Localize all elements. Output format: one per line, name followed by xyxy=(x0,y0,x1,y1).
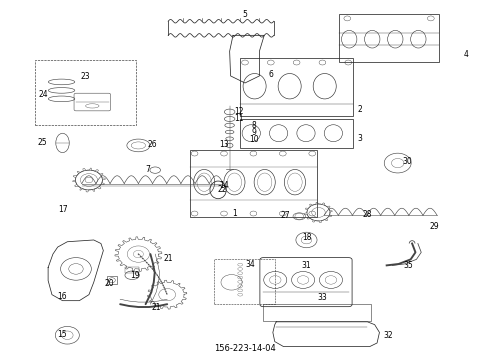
Text: 25: 25 xyxy=(38,139,47,148)
Text: 32: 32 xyxy=(383,331,393,340)
Text: 18: 18 xyxy=(303,233,312,242)
Text: 21: 21 xyxy=(164,254,173,263)
Text: 3: 3 xyxy=(358,134,363,143)
Text: 8: 8 xyxy=(251,121,256,130)
Text: 19: 19 xyxy=(130,271,139,280)
Text: 6: 6 xyxy=(269,70,274,79)
Bar xyxy=(125,267,139,273)
Text: 13: 13 xyxy=(219,140,229,149)
Text: 7: 7 xyxy=(146,165,150,174)
Text: 15: 15 xyxy=(57,330,66,339)
Text: 21: 21 xyxy=(152,303,161,312)
Bar xyxy=(214,259,275,304)
Text: 28: 28 xyxy=(363,210,372,219)
Bar xyxy=(339,14,440,62)
Text: 29: 29 xyxy=(430,222,440,231)
Text: 9: 9 xyxy=(251,128,256,137)
Bar xyxy=(263,304,371,321)
Text: 12: 12 xyxy=(235,107,244,116)
Text: 31: 31 xyxy=(302,261,311,270)
Text: 24: 24 xyxy=(39,90,48,99)
Text: 17: 17 xyxy=(59,206,68,215)
Text: 27: 27 xyxy=(280,211,290,220)
Text: 156-223-14-04: 156-223-14-04 xyxy=(214,344,276,353)
Text: 35: 35 xyxy=(403,261,413,270)
Bar xyxy=(190,150,317,217)
Text: 2: 2 xyxy=(358,105,363,114)
Bar xyxy=(35,60,136,125)
Text: 23: 23 xyxy=(81,72,90,81)
Text: 10: 10 xyxy=(249,135,258,144)
Text: 14: 14 xyxy=(219,181,229,190)
Text: 26: 26 xyxy=(148,140,158,149)
Text: 33: 33 xyxy=(317,293,327,302)
Bar xyxy=(240,119,353,148)
Text: 30: 30 xyxy=(402,157,412,166)
Text: 11: 11 xyxy=(235,114,244,123)
Text: 4: 4 xyxy=(464,50,468,59)
Text: 22: 22 xyxy=(217,185,227,194)
Bar xyxy=(240,58,353,117)
Bar xyxy=(107,276,117,284)
Text: 5: 5 xyxy=(243,10,247,19)
Text: 1: 1 xyxy=(232,209,237,218)
Text: 34: 34 xyxy=(245,260,255,269)
Text: 16: 16 xyxy=(57,292,66,301)
Text: 20: 20 xyxy=(105,279,114,288)
